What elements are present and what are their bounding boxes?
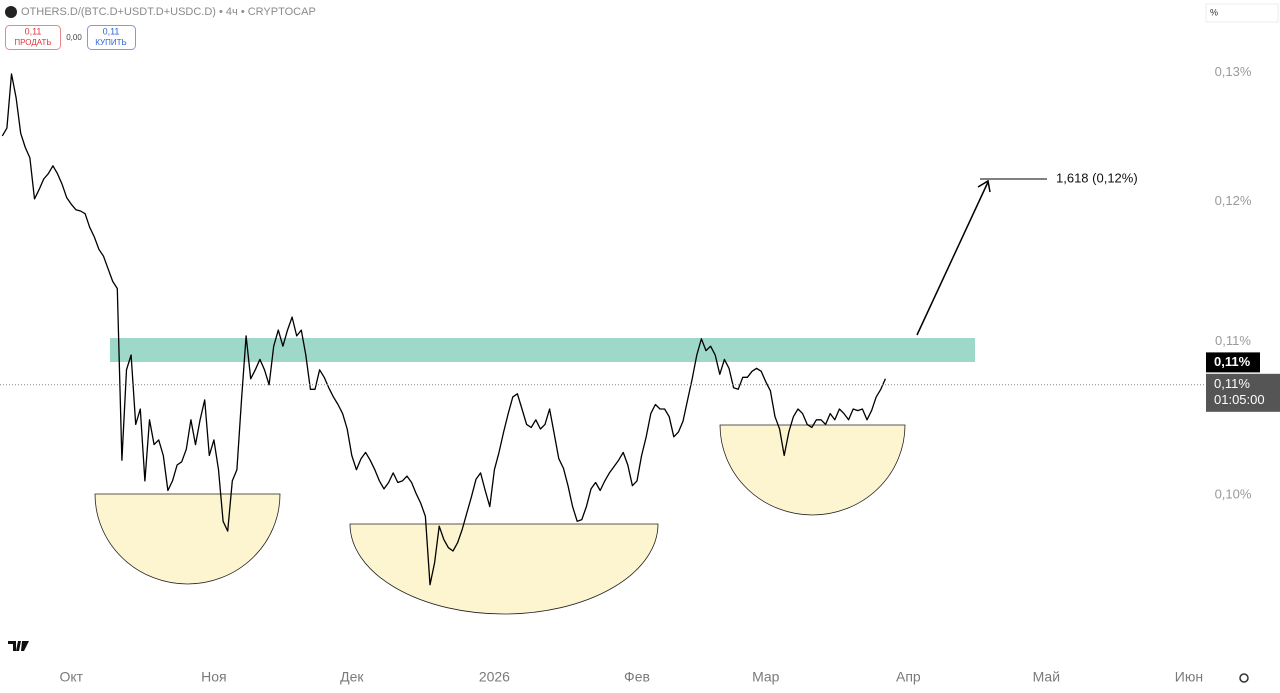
tv-logo[interactable] [8, 641, 29, 651]
sell-button[interactable] [5, 25, 61, 50]
arrow-head [977, 179, 991, 193]
x-tick-label: 2026 [479, 669, 510, 685]
settings-icon[interactable] [1239, 673, 1249, 683]
y-tick-label: 0,13% [1215, 64, 1252, 79]
last-price-box [1206, 373, 1280, 412]
x-tick-label: Апр [896, 669, 921, 685]
target-arrow [916, 181, 989, 336]
y-tick-label: 0,12% [1215, 193, 1252, 208]
countdown: 01:05:00 [1214, 392, 1265, 407]
price-line [1, 73, 886, 586]
sell-label: ПРОДАТЬ [14, 38, 51, 47]
buy-price: 0,11 [103, 26, 120, 36]
scale-mode: % [1210, 7, 1218, 17]
fib-label: 1,618 (0,12%) [1056, 170, 1138, 185]
resistance-zone [110, 338, 975, 362]
x-tick-label: Ноя [201, 669, 226, 685]
cup-1 [94, 493, 281, 585]
sell-price: 0,11 [25, 26, 42, 36]
buy-button[interactable] [87, 25, 136, 50]
x-tick-label: Окт [59, 669, 83, 685]
symbol-icon [5, 6, 17, 18]
x-tick-label: Июн [1175, 669, 1203, 685]
price-box [1206, 352, 1260, 373]
last-price-label: 0,11% [1214, 376, 1250, 391]
price-label: 0,11% [1214, 354, 1251, 369]
y-tick-label: 0,11% [1215, 333, 1251, 348]
cup-2 [349, 523, 659, 615]
x-tick-label: Май [1033, 669, 1060, 685]
symbol-title: OTHERS.D/(BTC.D+USDT.D+USDC.D) • 4ч • CR… [21, 6, 316, 18]
y-tick-label: 0,10% [1215, 487, 1252, 502]
x-tick-label: Мар [752, 669, 780, 685]
x-tick-label: Дек [340, 669, 364, 685]
spread: 0,00 [66, 33, 82, 42]
x-tick-label: Фев [624, 669, 650, 685]
cup-3 [719, 424, 906, 516]
scale-mode-box[interactable] [1205, 3, 1279, 23]
buy-label: КУПИТЬ [95, 38, 126, 47]
